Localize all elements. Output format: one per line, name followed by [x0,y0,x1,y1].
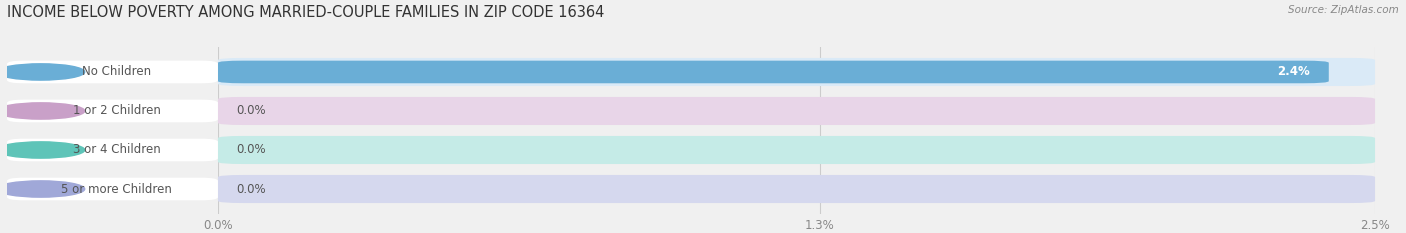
Text: 0.0%: 0.0% [236,104,266,117]
Text: 0.0%: 0.0% [236,144,266,157]
Circle shape [0,181,84,197]
Text: 3 or 4 Children: 3 or 4 Children [73,144,160,157]
Circle shape [0,64,84,80]
Text: 5 or more Children: 5 or more Children [62,182,172,195]
FancyBboxPatch shape [7,100,218,122]
FancyBboxPatch shape [218,175,1375,203]
Circle shape [0,142,84,158]
Circle shape [0,103,84,119]
FancyBboxPatch shape [218,58,1375,86]
Text: 0.0%: 0.0% [236,182,266,195]
Text: 1 or 2 Children: 1 or 2 Children [73,104,160,117]
Text: INCOME BELOW POVERTY AMONG MARRIED-COUPLE FAMILIES IN ZIP CODE 16364: INCOME BELOW POVERTY AMONG MARRIED-COUPL… [7,5,605,20]
Text: Source: ZipAtlas.com: Source: ZipAtlas.com [1288,5,1399,15]
Text: 2.4%: 2.4% [1278,65,1310,79]
Text: No Children: No Children [82,65,152,79]
FancyBboxPatch shape [218,61,1329,83]
FancyBboxPatch shape [218,97,1375,125]
FancyBboxPatch shape [218,136,1375,164]
FancyBboxPatch shape [7,61,218,83]
FancyBboxPatch shape [7,139,218,161]
FancyBboxPatch shape [7,178,218,200]
